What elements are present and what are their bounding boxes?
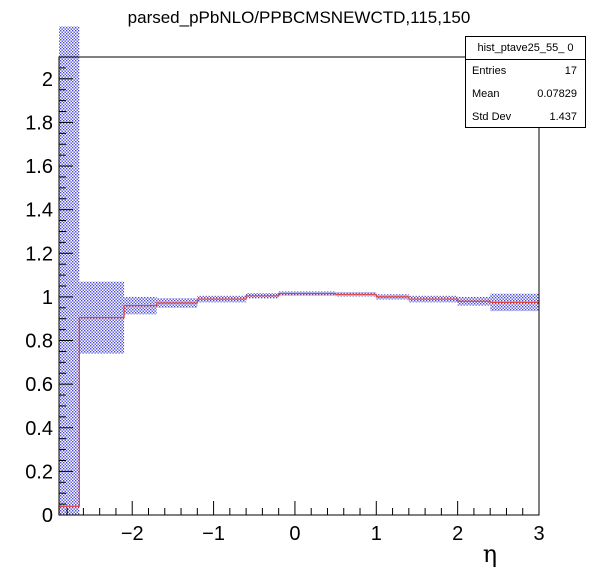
y-tick-label: 1.6 (25, 156, 53, 178)
histogram-step-line (58, 293, 539, 515)
histogram-line (58, 293, 539, 515)
y-tick-label: 0.2 (25, 461, 53, 483)
y-tick-label: 1.8 (25, 112, 53, 134)
y-tick-label: 0.6 (25, 374, 53, 396)
x-tick-label: −1 (202, 523, 225, 545)
y-axis: 0 0.2 0.4 0.6 0.8 1 1.2 1.4 1.6 1.8 2 (25, 56, 73, 527)
x-tick-label: 2 (452, 523, 463, 545)
x-axis-label: η (483, 540, 497, 568)
stats-label: Std Dev (472, 111, 512, 123)
y-tick-label: 0.4 (25, 418, 53, 440)
stats-value: 1.437 (549, 111, 577, 123)
x-tick-label: 1 (371, 523, 382, 545)
y-tick-label: 2 (42, 69, 53, 91)
x-tick-label: −2 (121, 523, 144, 545)
y-tick-label: 1.2 (25, 243, 53, 265)
error-band (59, 26, 80, 515)
stats-value: 17 (564, 65, 577, 77)
stats-box: hist_ptave25_55_ 0 Entries 17 Mean 0.078… (465, 36, 586, 128)
y-tick-label: 0 (42, 505, 53, 527)
x-tick-label: 0 (289, 523, 300, 545)
plot-title: parsed_pPbNLO/PPBCMSNEWCTD,115,150 (127, 8, 471, 27)
stats-label: Entries (472, 65, 507, 77)
stats-label: Mean (472, 88, 500, 100)
y-tick-label: 0.8 (25, 331, 53, 353)
x-axis: −2 −1 0 1 2 3 (66, 501, 545, 545)
stats-row-mean: Mean 0.07829 (466, 83, 585, 106)
y-tick-label: 1.4 (25, 200, 53, 222)
x-tick-label: 3 (533, 523, 544, 545)
stats-row-entries: Entries 17 (466, 60, 585, 83)
stats-box-name: hist_ptave25_55_ 0 (466, 37, 585, 60)
stats-row-stddev: Std Dev 1.437 (466, 106, 585, 129)
stats-value: 0.07829 (537, 88, 577, 100)
y-tick-label: 1 (42, 287, 53, 309)
